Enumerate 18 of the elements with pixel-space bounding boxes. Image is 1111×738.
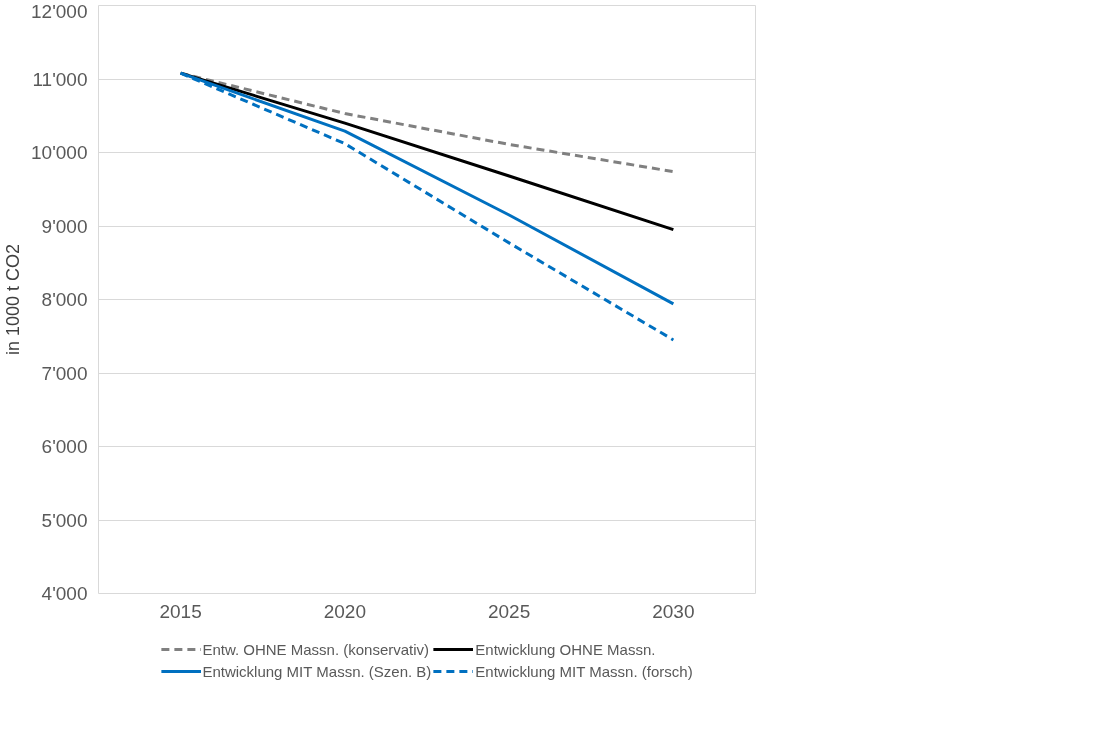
y-tick-label: 12'000 [31,0,88,22]
y-axis-title: in 1000 t CO2 [3,243,24,356]
y-tick-label: 9'000 [41,215,88,237]
y-tick-label: 4'000 [41,583,88,604]
legend-label: Entw. OHNE Massn. (konservativ) [202,640,430,658]
y-tick-label: 11'000 [32,68,88,90]
legend-label: Entwicklung OHNE Massn. [475,640,656,658]
y-tick-label: 10'000 [31,142,88,163]
legend-label: Entwicklung MIT Massn. (forsch) [475,662,693,680]
x-tick-label: 2020 [323,600,367,622]
y-tick-label: 6'000 [41,436,88,457]
legend-label: Entwicklung MIT Massn. (Szen. B) [202,662,432,680]
x-tick-label: 2015 [159,600,202,622]
x-tick-label: 2025 [487,600,531,622]
y-tick-label: 8'000 [41,289,88,310]
y-tick-label: 7'000 [41,362,88,384]
x-tick-label: 2030 [652,600,695,622]
y-tick-label: 5'000 [41,509,88,531]
